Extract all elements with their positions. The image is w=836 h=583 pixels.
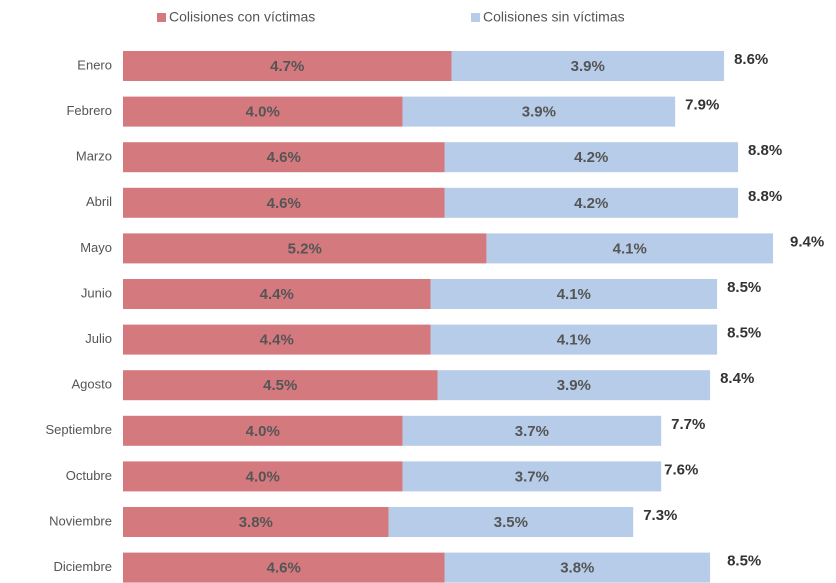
legend-swatch — [471, 13, 480, 22]
value-label: 4.6% — [267, 195, 301, 212]
value-label: 3.8% — [560, 560, 594, 577]
category-label: Febrero — [66, 103, 112, 118]
value-label: 3.9% — [571, 58, 605, 75]
total-label: 7.7% — [671, 416, 705, 433]
category-label: Diciembre — [53, 559, 112, 574]
value-label: 4.2% — [574, 149, 608, 166]
bar-segment — [451, 51, 725, 81]
value-label: 4.1% — [613, 240, 647, 257]
value-label: 3.9% — [522, 104, 556, 121]
value-label: 3.7% — [515, 468, 549, 485]
category-label: Agosto — [72, 377, 112, 392]
value-label: 4.7% — [270, 58, 304, 75]
bar-segment — [123, 233, 487, 264]
bar-segment — [123, 552, 445, 583]
category-label: Mayo — [80, 240, 112, 255]
total-label: 8.5% — [727, 279, 761, 296]
total-label: 9.4% — [790, 233, 824, 250]
value-label: 4.2% — [574, 195, 608, 212]
category-label: Noviembre — [49, 513, 112, 528]
bar-segment — [486, 233, 773, 264]
value-label: 4.0% — [246, 423, 280, 440]
bar-segment — [430, 279, 718, 309]
value-label: 4.4% — [260, 286, 294, 303]
bar-segment — [388, 507, 634, 537]
value-label: 4.1% — [557, 332, 591, 349]
value-label: 4.4% — [260, 332, 294, 349]
value-label: 4.5% — [263, 377, 297, 394]
category-label: Octubre — [66, 468, 112, 483]
total-label: 8.5% — [727, 325, 761, 342]
bar-segment — [430, 324, 718, 355]
bar-segment — [444, 187, 739, 218]
category-label: Enero — [77, 57, 112, 72]
bar-segment — [123, 187, 445, 218]
bar-segment — [123, 279, 431, 309]
value-label: 3.7% — [515, 423, 549, 440]
bar-segment — [123, 324, 431, 355]
bar-segment — [402, 96, 676, 127]
legend-swatch — [157, 13, 166, 22]
total-label: 8.8% — [748, 188, 782, 205]
value-label: 4.6% — [267, 149, 301, 166]
bar-segment — [123, 507, 389, 537]
bar-segment — [123, 461, 403, 492]
value-label: 5.2% — [288, 240, 322, 257]
total-label: 8.4% — [720, 370, 754, 387]
bar-segment — [123, 51, 452, 81]
bar-segment — [402, 461, 662, 492]
total-label: 7.3% — [643, 507, 677, 524]
total-label: 8.6% — [734, 51, 768, 68]
value-label: 4.0% — [246, 104, 280, 121]
category-label: Marzo — [76, 149, 112, 164]
bar-segment — [123, 142, 445, 173]
bar-segment — [123, 370, 438, 401]
bar-segment — [437, 370, 711, 401]
bar-segment — [444, 552, 711, 583]
value-label: 3.5% — [494, 514, 528, 531]
bar-segment — [444, 142, 739, 173]
value-label: 3.9% — [557, 377, 591, 394]
bar-segment — [123, 415, 403, 446]
value-label: 4.1% — [557, 286, 591, 303]
legend-label: Colisiones con víctimas — [169, 9, 315, 25]
value-label: 3.8% — [239, 514, 273, 531]
category-label: Julio — [85, 331, 112, 346]
bar-segment — [402, 415, 662, 446]
legend-label: Colisiones sin víctimas — [483, 9, 625, 25]
total-label: 8.8% — [748, 142, 782, 159]
value-label: 4.0% — [246, 468, 280, 485]
category-label: Junio — [81, 285, 112, 300]
total-label: 8.5% — [727, 553, 761, 570]
category-label: Septiembre — [46, 422, 112, 437]
value-label: 4.6% — [267, 560, 301, 577]
total-label: 7.9% — [685, 97, 719, 114]
total-label: 7.6% — [664, 461, 698, 478]
category-label: Abril — [86, 194, 112, 209]
bar-segment — [123, 96, 403, 127]
